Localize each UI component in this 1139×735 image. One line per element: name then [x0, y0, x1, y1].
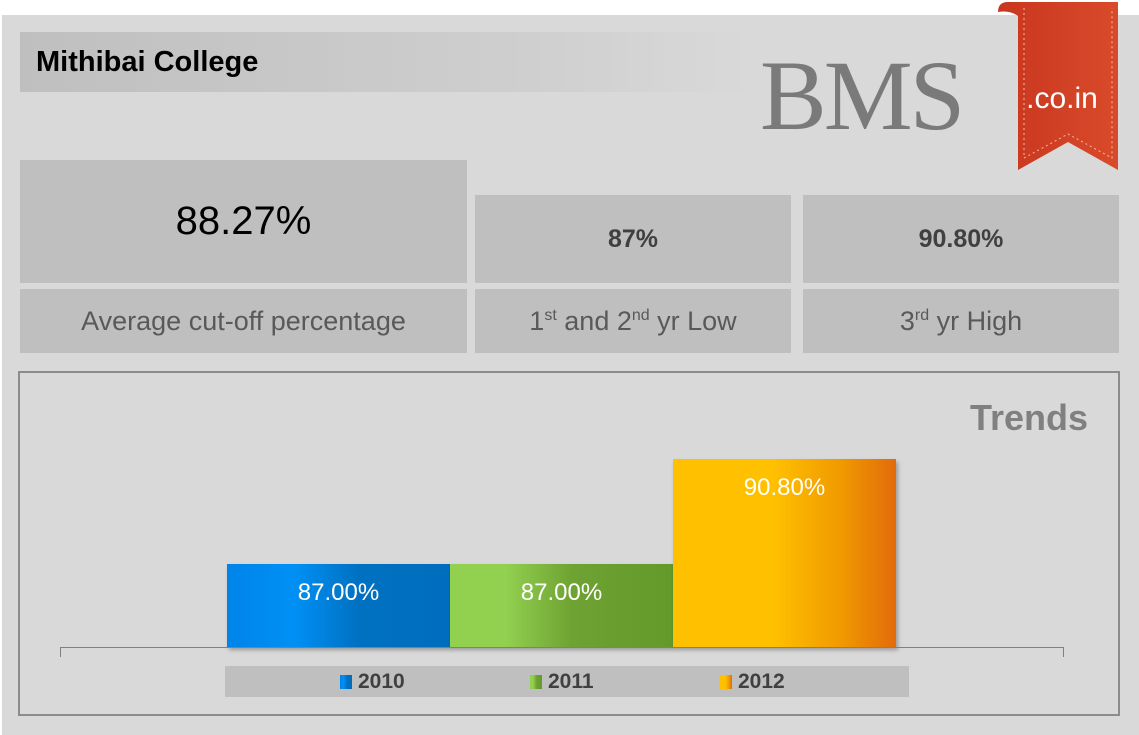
data-label: 87.00% [297, 579, 380, 607]
high-value-box: 90.80% [803, 195, 1119, 283]
x-axis [60, 647, 1064, 648]
high-label-box: 3rd yr High [803, 289, 1119, 353]
logo-suffix: .co.in [1026, 82, 1098, 115]
trends-chart: Trends 87.00% 87.00% 90.80% 2010 2011 2012 [18, 371, 1120, 716]
bms-logo-text: BMS [760, 40, 965, 151]
low-label-box: 1st and 2nd yr Low [475, 289, 791, 353]
bar-2011 [450, 564, 673, 647]
low-label: 1st and 2nd yr Low [529, 305, 737, 336]
legend-label: 2011 [548, 670, 594, 693]
bar-2012 [673, 459, 896, 647]
low-value: 87% [607, 224, 659, 253]
data-label: 87.00% [520, 579, 603, 607]
axis-tick [60, 647, 61, 657]
chart-title: Trends [969, 397, 1088, 438]
high-label: 3rd yr High [899, 305, 1023, 336]
college-title: Mithibai College [20, 32, 750, 92]
legend-swatch [720, 675, 732, 689]
legend-item: 2010 [340, 670, 405, 694]
data-label: 90.80% [743, 474, 826, 502]
axis-tick [1063, 647, 1064, 657]
average-label-box: Average cut-off percentage [20, 289, 467, 353]
legend-item: 2011 [530, 670, 594, 694]
bar-2010 [227, 564, 450, 647]
high-value: 90.80% [918, 224, 1004, 253]
average-value: 88.27% [175, 199, 312, 243]
ribbon-logo-icon [998, 2, 1118, 170]
legend-swatch [530, 675, 542, 689]
average-value-box: 88.27% [20, 160, 467, 283]
legend-swatch [340, 675, 352, 689]
legend-label: 2012 [738, 670, 785, 693]
legend-item: 2012 [720, 670, 785, 694]
low-value-box: 87% [475, 195, 791, 283]
average-label: Average cut-off percentage [81, 305, 406, 336]
chart-legend: 2010 2011 2012 [225, 666, 909, 697]
legend-label: 2010 [358, 670, 405, 693]
